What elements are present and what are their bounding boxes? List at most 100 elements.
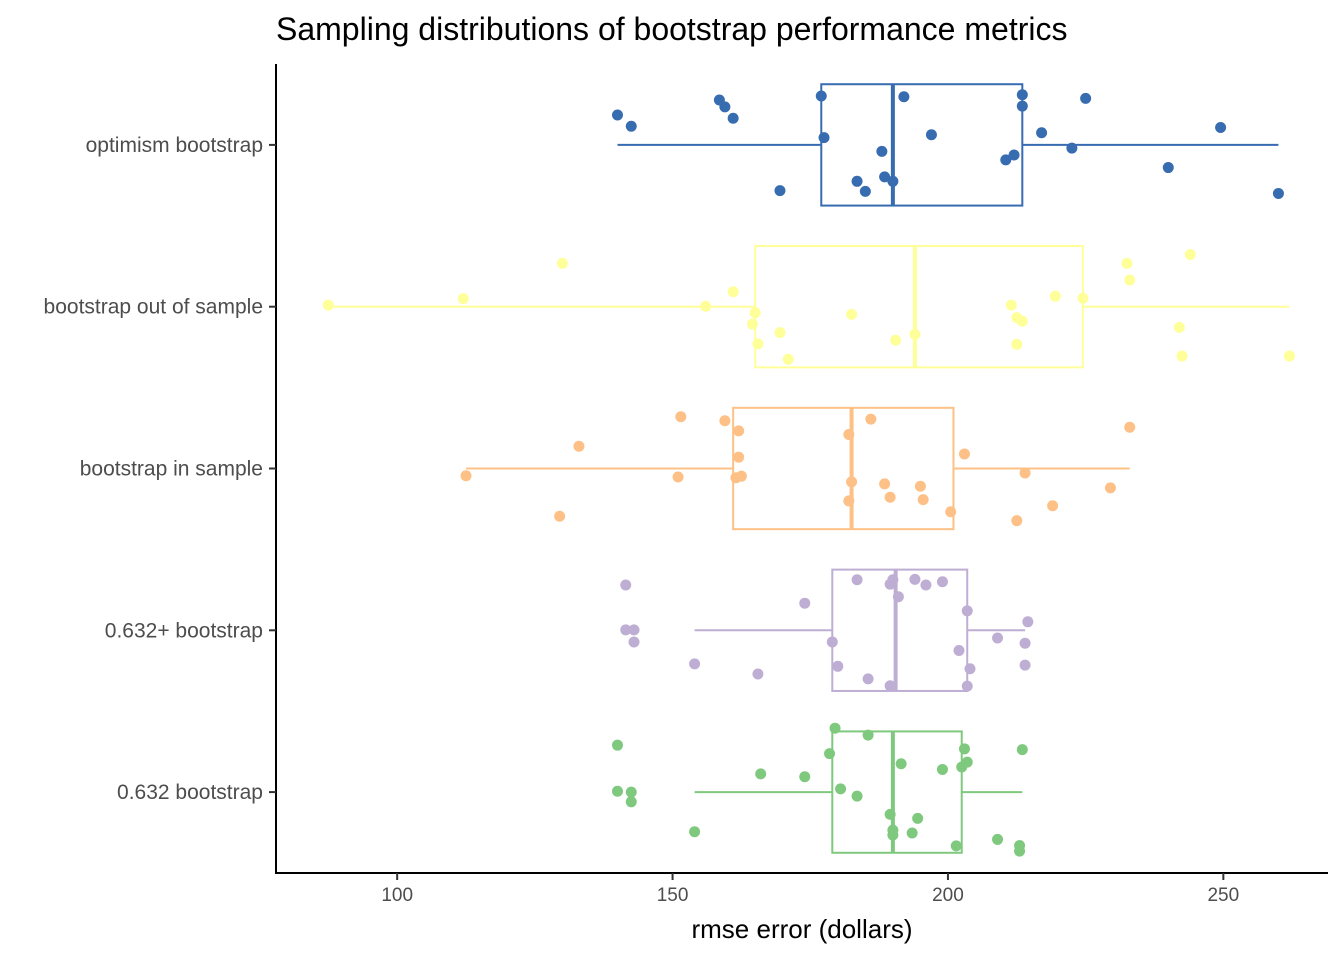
data-point [909, 328, 921, 340]
data-point [573, 440, 585, 452]
data-point [689, 826, 701, 838]
y-tick-label: 0.632+ bootstrap [105, 619, 263, 642]
data-point [824, 748, 836, 760]
x-tick-label: 150 [657, 885, 689, 906]
box [754, 245, 1084, 369]
data-point [1016, 744, 1028, 756]
data-point [846, 476, 858, 488]
data-point [1019, 659, 1031, 671]
data-point [1016, 100, 1028, 112]
x-axis-label: rmse error (dollars) [691, 914, 912, 944]
data-point [1080, 92, 1092, 104]
data-point [554, 510, 566, 522]
data-point [898, 91, 910, 103]
data-point [832, 660, 844, 672]
y-axis: optimism bootstrap bootstrap out of sampl… [44, 134, 276, 804]
data-point [689, 658, 701, 670]
box [831, 730, 963, 854]
data-point [851, 175, 863, 187]
data-point [1016, 89, 1028, 101]
data-point [846, 308, 858, 320]
data-point [964, 663, 976, 675]
data-point [1173, 321, 1185, 333]
data-point [1077, 292, 1089, 304]
data-point [917, 494, 929, 506]
data-point [774, 327, 786, 339]
data-point [1019, 467, 1031, 479]
data-point [611, 785, 623, 797]
data-point [749, 307, 761, 319]
series-0-632-bootstrap [620, 568, 1034, 692]
data-point [700, 300, 712, 312]
data-point [887, 824, 899, 836]
data-point [719, 415, 731, 427]
data-point [879, 171, 891, 183]
data-point [625, 796, 637, 808]
data-point [961, 680, 973, 692]
data-point [556, 257, 568, 269]
data-point [727, 286, 739, 298]
data-point [835, 783, 847, 795]
data-point [611, 109, 623, 121]
data-point [1066, 142, 1078, 154]
y-tick-label: bootstrap out of sample [44, 296, 263, 319]
series-bootstrap-out-of-sample [322, 245, 1295, 369]
data-point [1049, 290, 1061, 302]
data-point [851, 574, 863, 586]
x-tick-label: 250 [1207, 885, 1239, 906]
series-0-632-bootstrap [611, 722, 1028, 857]
data-point [628, 636, 640, 648]
data-point [457, 293, 469, 305]
data-point [815, 90, 827, 102]
data-point [892, 591, 904, 603]
data-point [950, 840, 962, 852]
data-point [628, 624, 640, 636]
data-point [799, 597, 811, 609]
y-tick-label: bootstrap in sample [80, 458, 263, 481]
data-point [906, 827, 918, 839]
data-point [912, 812, 924, 824]
data-point [625, 120, 637, 132]
data-point [672, 471, 684, 483]
data-point [829, 722, 841, 734]
data-point [859, 185, 871, 197]
x-tick-label: 200 [932, 885, 964, 906]
data-point [727, 112, 739, 124]
plot-area [322, 83, 1295, 857]
data-point [992, 632, 1004, 644]
data-point [1047, 500, 1059, 512]
data-point [884, 680, 896, 692]
data-point [945, 506, 957, 518]
data-point [1005, 299, 1017, 311]
y-tick-label: optimism bootstrap [86, 134, 263, 157]
box [820, 83, 1024, 207]
data-point [920, 579, 932, 591]
chart-title: Sampling distributions of bootstrap perf… [276, 11, 1067, 47]
data-point [843, 495, 855, 507]
data-point [826, 636, 838, 648]
data-point [611, 739, 623, 751]
data-point [675, 411, 687, 423]
data-point [746, 318, 758, 330]
data-point [733, 451, 745, 463]
data-point [782, 353, 794, 365]
data-point [862, 729, 874, 741]
data-point [1011, 338, 1023, 350]
data-point [1162, 162, 1174, 174]
y-tick-label: 0.632 bootstrap [117, 781, 263, 804]
data-point [1022, 616, 1034, 628]
data-point [884, 808, 896, 820]
data-point [936, 576, 948, 588]
x-tick-label: 100 [381, 885, 413, 906]
data-point [1036, 127, 1048, 139]
data-point [1011, 515, 1023, 527]
data-point [936, 763, 948, 775]
data-point [1283, 350, 1295, 362]
data-point [1121, 257, 1133, 269]
data-point [958, 743, 970, 755]
data-point [460, 470, 472, 482]
data-point [719, 101, 731, 113]
data-point [879, 478, 891, 490]
data-point [1014, 845, 1026, 857]
